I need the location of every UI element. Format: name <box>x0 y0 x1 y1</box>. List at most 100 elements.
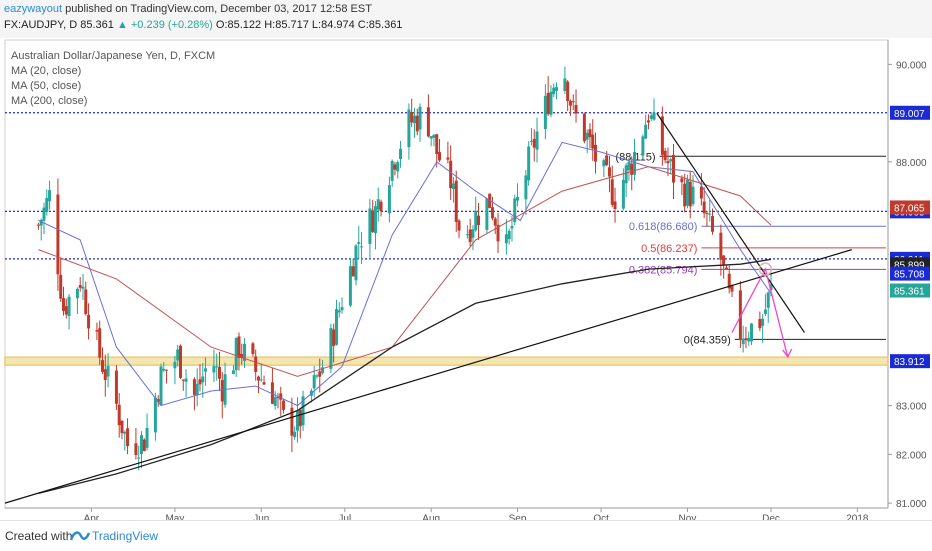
candle-body <box>276 397 280 399</box>
candle-body <box>337 310 341 313</box>
candle-body <box>318 371 322 377</box>
candle-body <box>527 146 531 181</box>
candle-body <box>217 366 221 379</box>
candle-body <box>719 232 723 260</box>
candle-body <box>457 220 461 231</box>
candle-body <box>738 290 742 340</box>
candle-body <box>410 111 414 123</box>
last-price: 85.361 <box>80 19 114 31</box>
price-chart[interactable]: 90.000 88.000 83.000 82.000 81.000 Apr May Jun J… <box>0 38 932 520</box>
candle-body <box>373 206 377 234</box>
candle-body <box>588 129 592 138</box>
candle-body <box>103 369 107 381</box>
candle-body <box>64 306 68 315</box>
current-price-label-box <box>890 283 930 298</box>
candle-body <box>298 409 302 427</box>
candle-body <box>117 404 121 426</box>
chart-legend: Australian Dollar/Japanese Yen, D, FXCM … <box>11 49 215 109</box>
candle-body <box>290 407 294 436</box>
candle-body <box>334 309 338 345</box>
candle-body <box>730 285 734 292</box>
candle-body <box>95 330 99 332</box>
candle-body <box>705 212 709 214</box>
candle-body <box>465 234 469 236</box>
candle-body <box>360 246 364 248</box>
candle-body <box>552 87 556 95</box>
candle-body <box>159 366 163 406</box>
candle-body <box>201 376 205 383</box>
candle-body <box>669 159 673 162</box>
candle-body <box>535 131 539 150</box>
candle-body <box>120 420 124 434</box>
candle-body <box>563 78 567 91</box>
tradingview-logo-icon[interactable] <box>70 528 90 544</box>
candle-body <box>591 134 595 149</box>
tradingview-link[interactable]: TradingView <box>92 529 159 543</box>
candle-body <box>114 370 118 404</box>
candle-body <box>262 382 266 385</box>
candle-body <box>680 178 684 183</box>
author-link[interactable]: eazywayout <box>4 3 63 15</box>
candle-body <box>741 338 745 345</box>
candle-body <box>485 198 489 230</box>
candle-body <box>357 242 361 244</box>
candle-body <box>524 175 528 200</box>
candle-body <box>630 163 634 175</box>
candle-body <box>605 155 609 166</box>
trendline <box>656 112 805 333</box>
candle-body <box>761 318 765 326</box>
candle-body <box>59 274 63 299</box>
projection-arrowhead <box>782 348 793 359</box>
candle-body <box>371 210 375 232</box>
chart-header: eazywayout published on TradingView.com,… <box>0 0 932 38</box>
candle-body <box>301 396 305 426</box>
level-price-label-box <box>890 105 930 120</box>
candle-body <box>610 179 614 205</box>
candle-body <box>36 224 40 226</box>
candle-body <box>215 366 219 368</box>
candle-body <box>688 181 692 207</box>
candle-body <box>415 115 419 132</box>
current-price-label: 85.361 <box>894 287 925 298</box>
candle-body <box>649 115 653 119</box>
candle-body <box>471 229 475 238</box>
candle-body <box>42 207 46 221</box>
candle-body <box>332 329 336 346</box>
candle-body <box>340 307 344 311</box>
candle-body <box>220 380 224 402</box>
x-tick-label: Nov <box>679 513 697 520</box>
candle-body <box>641 136 645 156</box>
candle-body <box>106 365 110 377</box>
candle-body <box>747 337 751 342</box>
candle-body <box>660 116 664 155</box>
candle-body <box>354 245 358 281</box>
level-price-label: 89.007 <box>894 109 925 120</box>
candle-body <box>633 151 637 175</box>
created-with-text: Created with <box>5 529 73 543</box>
candle-body <box>256 376 260 381</box>
candle-body <box>432 134 436 138</box>
candle-body <box>627 161 631 171</box>
candle-body <box>574 104 578 114</box>
x-tick-label: Sep <box>509 513 527 520</box>
current-price-label-box <box>890 266 930 281</box>
publish-info: eazywayout published on TradingView.com,… <box>4 3 372 15</box>
candle-body <box>78 285 82 288</box>
candle-body <box>685 179 689 206</box>
candle-body <box>644 124 648 139</box>
candle-body <box>81 286 85 289</box>
candle-body <box>724 267 728 270</box>
candle-body <box>613 201 617 209</box>
current-price-label: 85.708 <box>894 270 925 281</box>
candle-body <box>555 87 559 91</box>
candle-body <box>376 199 380 210</box>
candle-body <box>240 353 244 358</box>
ma200-line <box>38 258 772 495</box>
candle-body <box>708 213 712 215</box>
candle-body <box>493 218 497 226</box>
candle-body <box>351 266 355 277</box>
candle-body <box>571 101 575 103</box>
ohlc-values: O:85.122 H:85.717 L:84.974 C:85.361 <box>215 19 403 31</box>
candle-body <box>279 393 283 400</box>
candle-body <box>198 379 202 385</box>
